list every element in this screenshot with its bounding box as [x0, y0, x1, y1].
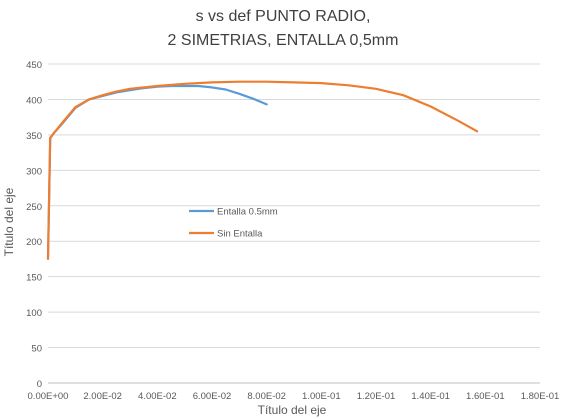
y-tick-label: 400: [26, 95, 42, 106]
legend-label: Sin Entalla: [217, 229, 263, 240]
gridlines: [48, 63, 540, 349]
legend: Entalla 0.5mm Sin Entalla: [189, 207, 278, 240]
x-tick-label: 2.00E-02: [83, 391, 122, 402]
y-tick-label: 450: [26, 60, 42, 71]
axes: 0 50 100 150 200 250 300 350 400 450 0.00E+00 2.00E…: [26, 60, 559, 402]
x-axis-title: Título del eje: [258, 403, 327, 417]
y-axis-title: Título del eje: [2, 187, 16, 256]
y-tick-label: 150: [26, 273, 42, 284]
y-tick-label: 250: [26, 202, 42, 213]
y-tick-label: 100: [26, 308, 42, 319]
y-tick-label: 350: [26, 131, 42, 142]
x-tick-label: 1.60E-01: [466, 391, 505, 402]
legend-label: Entalla 0.5mm: [217, 207, 278, 218]
x-tick-label: 1.80E-01: [521, 391, 560, 402]
y-tick-label: 300: [26, 166, 42, 177]
x-tick-label: 1.20E-01: [357, 391, 396, 402]
chart-title-line-2: 2 SIMETRIAS, ENTALLA 0,5mm: [167, 32, 399, 49]
y-tick-label: 0: [37, 379, 42, 390]
x-tick-label: 1.00E-01: [302, 391, 341, 402]
x-tick-label: 4.00E-02: [138, 391, 177, 402]
x-tick-label: 8.00E-02: [247, 391, 286, 402]
y-tick-label: 200: [26, 237, 42, 248]
y-tick-label: 50: [31, 344, 42, 355]
x-tick-label: 1.40E-01: [411, 391, 450, 402]
x-tick-label: 0.00E+00: [28, 391, 69, 402]
x-tick-label: 6.00E-02: [193, 391, 232, 402]
chart-title-line-1: s vs def PUNTO RADIO,: [195, 8, 371, 25]
series-lines: [46, 80, 479, 260]
series-line-2: [46, 80, 479, 260]
